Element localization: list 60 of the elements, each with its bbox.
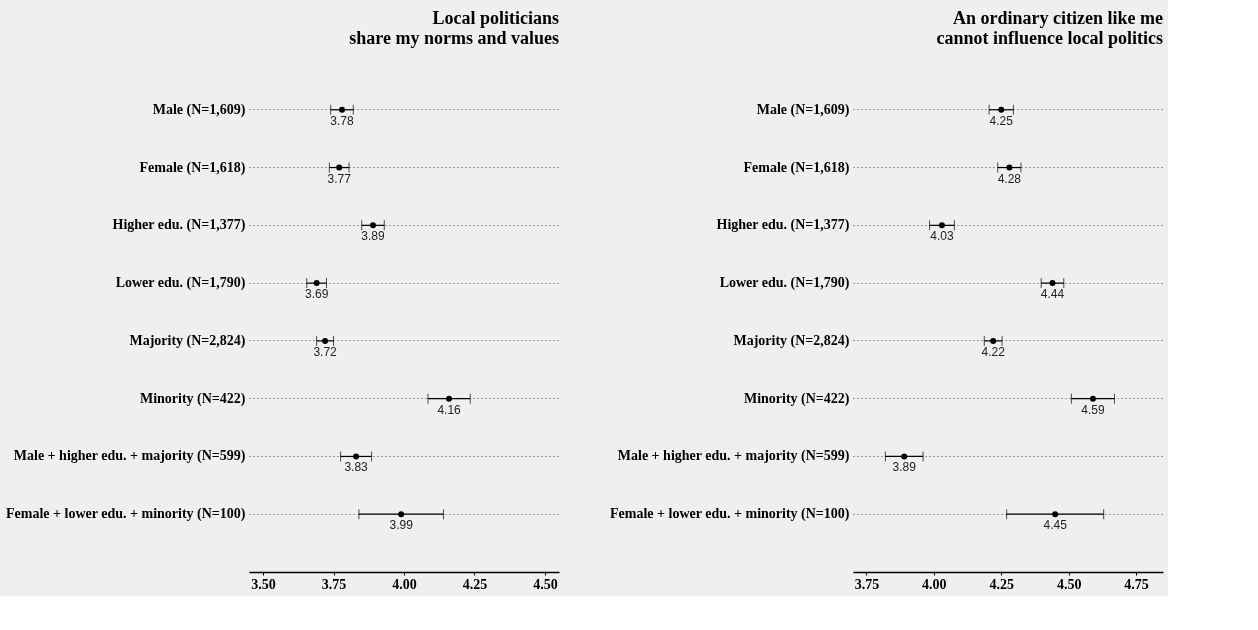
point bbox=[990, 337, 997, 344]
y-tick-label: Minority (N=422) bbox=[743, 390, 850, 407]
data-label: 3.99 bbox=[389, 518, 414, 533]
point bbox=[1052, 511, 1059, 518]
y-tick-label: Majority (N=2,824) bbox=[129, 332, 246, 349]
point bbox=[938, 222, 945, 229]
data-label: 4.44 bbox=[1040, 287, 1065, 302]
x-tick-label: 4.50 bbox=[533, 576, 558, 592]
data-label: 4.03 bbox=[930, 229, 954, 244]
x-tick-label: 3.75 bbox=[321, 576, 347, 592]
data-label: 4.25 bbox=[989, 113, 1014, 128]
point bbox=[998, 106, 1005, 113]
y-tick-label: Male + higher edu. + majority (N=599) bbox=[13, 448, 246, 465]
y-tick-label: Minority (N=422) bbox=[139, 390, 246, 407]
x-tick-label: 4.00 bbox=[922, 576, 947, 592]
y-tick-label: Majority (N=2,824) bbox=[733, 332, 850, 349]
point bbox=[313, 280, 320, 287]
point bbox=[901, 453, 908, 460]
x-tick-label: 4.50 bbox=[1056, 576, 1082, 592]
data-label: 3.89 bbox=[892, 460, 917, 475]
point bbox=[370, 222, 376, 229]
point bbox=[1006, 164, 1013, 171]
data-label: 4.59 bbox=[1081, 402, 1105, 417]
point bbox=[398, 511, 405, 518]
point bbox=[353, 453, 360, 460]
data-label: 3.72 bbox=[313, 344, 338, 359]
y-tick-label: Female + lower edu. + minority (N=100) bbox=[6, 506, 246, 523]
x-tick-label: 4.00 bbox=[392, 576, 417, 592]
data-label: 3.83 bbox=[344, 460, 369, 475]
data-label: 3.89 bbox=[361, 229, 385, 244]
point bbox=[336, 164, 343, 171]
y-tick-label: Male + higher edu. + majority (N=599) bbox=[617, 448, 850, 465]
x-tick-label: 4.25 bbox=[462, 576, 488, 592]
data-label: 4.16 bbox=[437, 402, 462, 417]
point bbox=[322, 337, 329, 344]
x-tick-label: 4.75 bbox=[1124, 576, 1149, 592]
y-tick-label: Male (N=1,609) bbox=[756, 101, 850, 118]
point bbox=[1089, 395, 1096, 402]
y-tick-label: Female (N=1,618) bbox=[139, 159, 246, 176]
x-tick-label: 3.50 bbox=[251, 576, 276, 592]
y-tick-label: Lower edu. (N=1,790) bbox=[115, 275, 246, 292]
y-tick-label: Higher edu. (N=1,377) bbox=[112, 217, 246, 234]
y-tick-label: Male (N=1,609) bbox=[152, 101, 246, 118]
y-tick-label: Higher edu. (N=1,377) bbox=[716, 217, 850, 234]
point bbox=[339, 106, 345, 113]
y-tick-label: Lower edu. (N=1,790) bbox=[719, 275, 850, 292]
x-tick-label: 3.75 bbox=[854, 576, 880, 592]
y-tick-label: Female (N=1,618) bbox=[743, 159, 850, 176]
data-label: 3.69 bbox=[304, 287, 329, 302]
point bbox=[1049, 280, 1056, 287]
data-label: 4.45 bbox=[1043, 518, 1068, 533]
data-label: 3.78 bbox=[330, 113, 354, 128]
data-label: 3.77 bbox=[327, 171, 352, 186]
chart-title: Local politicians share my norms and values bbox=[349, 8, 559, 48]
data-label: 4.28 bbox=[997, 171, 1022, 186]
point bbox=[446, 395, 453, 402]
data-label: 4.22 bbox=[981, 344, 1006, 359]
y-tick-label: Female + lower edu. + minority (N=100) bbox=[610, 506, 850, 523]
chart-title: An ordinary citizen like me cannot influence local politics bbox=[936, 8, 1163, 48]
x-tick-label: 4.25 bbox=[989, 576, 1015, 592]
